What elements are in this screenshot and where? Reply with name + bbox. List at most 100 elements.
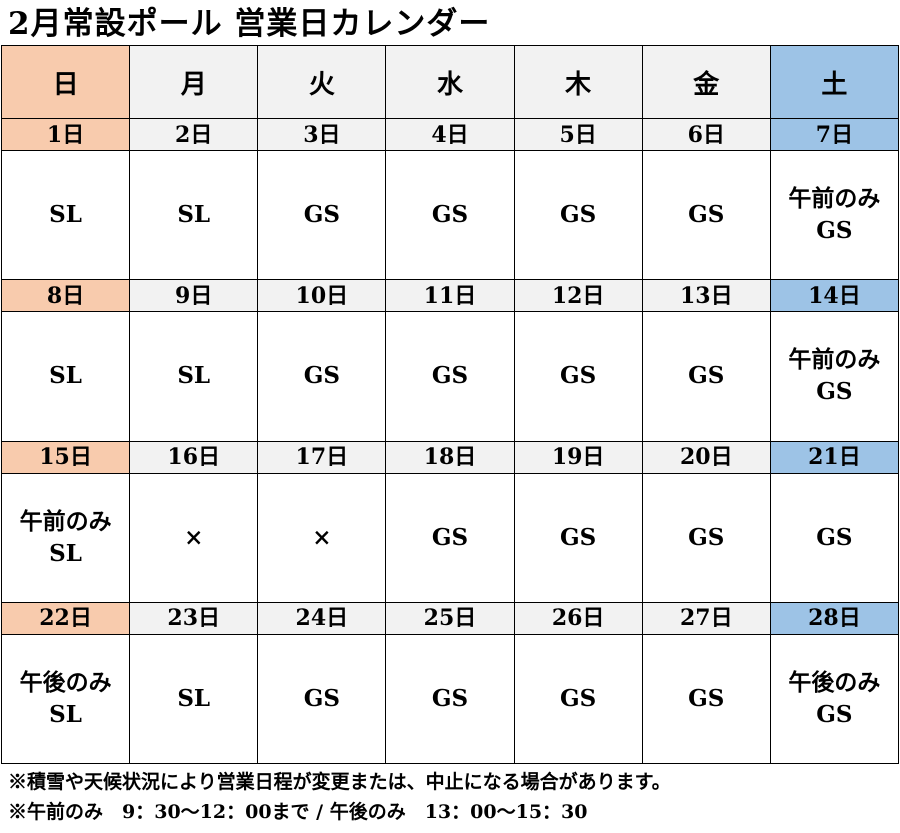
date-cell-mon: 23日 — [129, 601, 259, 635]
date-cell-sat: 28日 — [769, 601, 900, 635]
schedule-row: 午後のみ SL SL GS GS GS GS 午後のみ GS — [0, 633, 900, 765]
weekday-header-row: 日 月 火 水 木 金 土 — [0, 44, 900, 120]
schedule-text: × — [184, 523, 204, 551]
schedule-cell-tue: GS — [257, 633, 387, 765]
schedule-text: GS — [560, 684, 597, 712]
calendar-table: 日 月 火 水 木 金 土 1日 2日 3日 4日 5日 6日 7日 SL SL GS GS GS GS… — [0, 44, 900, 765]
schedule-text: 午前のみ — [788, 185, 881, 213]
schedule-text: 午前のみ — [788, 346, 881, 374]
weekday-header-sun: 日 — [0, 44, 131, 120]
schedule-text: GS — [560, 523, 597, 551]
schedule-cell-tue: GS — [257, 150, 387, 281]
schedule-text: GS — [816, 523, 853, 551]
schedule-text: GS — [560, 201, 597, 229]
date-cell-wed: 25日 — [385, 601, 515, 635]
date-cell-thu: 26日 — [513, 601, 643, 635]
schedule-cell-wed: GS — [385, 311, 515, 442]
schedule-cell-thu: GS — [513, 150, 643, 281]
date-cell-wed: 18日 — [385, 440, 515, 474]
date-cell-tue: 10日 — [257, 279, 387, 313]
schedule-text: GS — [688, 201, 725, 229]
date-cell-thu: 5日 — [513, 118, 643, 152]
hours-note: ※午前のみ 9：30～12：00まで / 午後のみ 13：00～15：30 — [8, 801, 588, 823]
schedule-text: SL — [49, 201, 82, 229]
date-cell-fri: 6日 — [641, 118, 771, 152]
schedule-text: GS — [688, 362, 725, 390]
page-title: 2月常設ポール 営業日カレンダー — [8, 6, 491, 42]
date-cell-thu: 12日 — [513, 279, 643, 313]
schedule-text: GS — [303, 684, 340, 712]
schedule-text: SL — [49, 539, 82, 567]
schedule-cell-fri: GS — [641, 311, 771, 442]
schedule-cell-mon: × — [129, 472, 259, 603]
schedule-text: × — [312, 523, 332, 551]
date-cell-sat: 21日 — [769, 440, 900, 474]
date-cell-sun: 8日 — [0, 279, 131, 313]
schedule-cell-sat: 午後のみ GS — [769, 633, 900, 765]
schedule-text: GS — [431, 523, 469, 551]
date-cell-wed: 11日 — [385, 279, 515, 313]
schedule-cell-sat: 午前のみ GS — [769, 150, 900, 281]
schedule-cell-mon: SL — [129, 311, 259, 442]
schedule-cell-fri: GS — [641, 633, 771, 765]
schedule-text: GS — [688, 523, 725, 551]
schedule-cell-fri: GS — [641, 472, 771, 603]
schedule-text: SL — [177, 684, 211, 712]
weekday-header-thu: 木 — [513, 44, 643, 120]
schedule-cell-mon: SL — [129, 633, 259, 765]
schedule-cell-sun: SL — [0, 150, 131, 281]
schedule-text: GS — [816, 217, 853, 245]
schedule-cell-tue: × — [257, 472, 387, 603]
schedule-cell-sun: 午後のみ SL — [0, 633, 131, 765]
schedule-cell-sun: 午前のみ SL — [0, 472, 131, 603]
schedule-text: SL — [177, 201, 211, 229]
date-row: 1日 2日 3日 4日 5日 6日 7日 — [0, 118, 900, 152]
weekday-header-wed: 水 — [385, 44, 515, 120]
schedule-cell-thu: GS — [513, 633, 643, 765]
date-cell-tue: 3日 — [257, 118, 387, 152]
schedule-text: GS — [688, 684, 725, 712]
weekday-header-tue: 火 — [257, 44, 387, 120]
schedule-text: SL — [177, 362, 211, 390]
date-cell-tue: 24日 — [257, 601, 387, 635]
schedule-row: SL SL GS GS GS GS 午前のみ GS — [0, 311, 900, 442]
schedule-cell-mon: SL — [129, 150, 259, 281]
date-row: 8日 9日 10日 11日 12日 13日 14日 — [0, 279, 900, 313]
date-cell-sat: 14日 — [769, 279, 900, 313]
schedule-text: 午後のみ — [788, 668, 881, 696]
schedule-cell-thu: GS — [513, 311, 643, 442]
date-cell-mon: 9日 — [129, 279, 259, 313]
schedule-text: GS — [303, 201, 340, 229]
date-row: 15日 16日 17日 18日 19日 20日 21日 — [0, 440, 900, 474]
schedule-text: GS — [816, 378, 853, 406]
schedule-cell-thu: GS — [513, 472, 643, 603]
date-cell-tue: 17日 — [257, 440, 387, 474]
schedule-cell-wed: GS — [385, 633, 515, 765]
schedule-cell-tue: GS — [257, 311, 387, 442]
date-cell-sun: 15日 — [0, 440, 131, 474]
schedule-text: GS — [303, 362, 340, 390]
schedule-text: 午前のみ — [19, 507, 112, 535]
date-cell-fri: 27日 — [641, 601, 771, 635]
weather-note: ※積雪や天候状況により営業日程が変更または、中止になる場合があります。 — [8, 771, 671, 793]
schedule-text: GS — [560, 362, 597, 390]
date-cell-sat: 7日 — [769, 118, 900, 152]
schedule-row: SL SL GS GS GS GS 午前のみ GS — [0, 150, 900, 281]
date-cell-fri: 20日 — [641, 440, 771, 474]
schedule-cell-sat: GS — [769, 472, 900, 603]
schedule-cell-sat: 午前のみ GS — [769, 311, 900, 442]
date-cell-mon: 2日 — [129, 118, 259, 152]
date-cell-sun: 22日 — [0, 601, 131, 635]
schedule-text: 午後のみ — [19, 668, 112, 696]
schedule-text: GS — [816, 700, 853, 728]
schedule-row: 午前のみ SL × × GS GS GS GS — [0, 472, 900, 603]
schedule-cell-fri: GS — [641, 150, 771, 281]
schedule-cell-sun: SL — [0, 311, 131, 442]
schedule-text: SL — [49, 362, 82, 390]
schedule-text: GS — [431, 362, 469, 390]
weekday-header-sat: 土 — [769, 44, 900, 120]
date-row: 22日 23日 24日 25日 26日 27日 28日 — [0, 601, 900, 635]
date-cell-mon: 16日 — [129, 440, 259, 474]
schedule-cell-wed: GS — [385, 150, 515, 281]
weekday-header-fri: 金 — [641, 44, 771, 120]
